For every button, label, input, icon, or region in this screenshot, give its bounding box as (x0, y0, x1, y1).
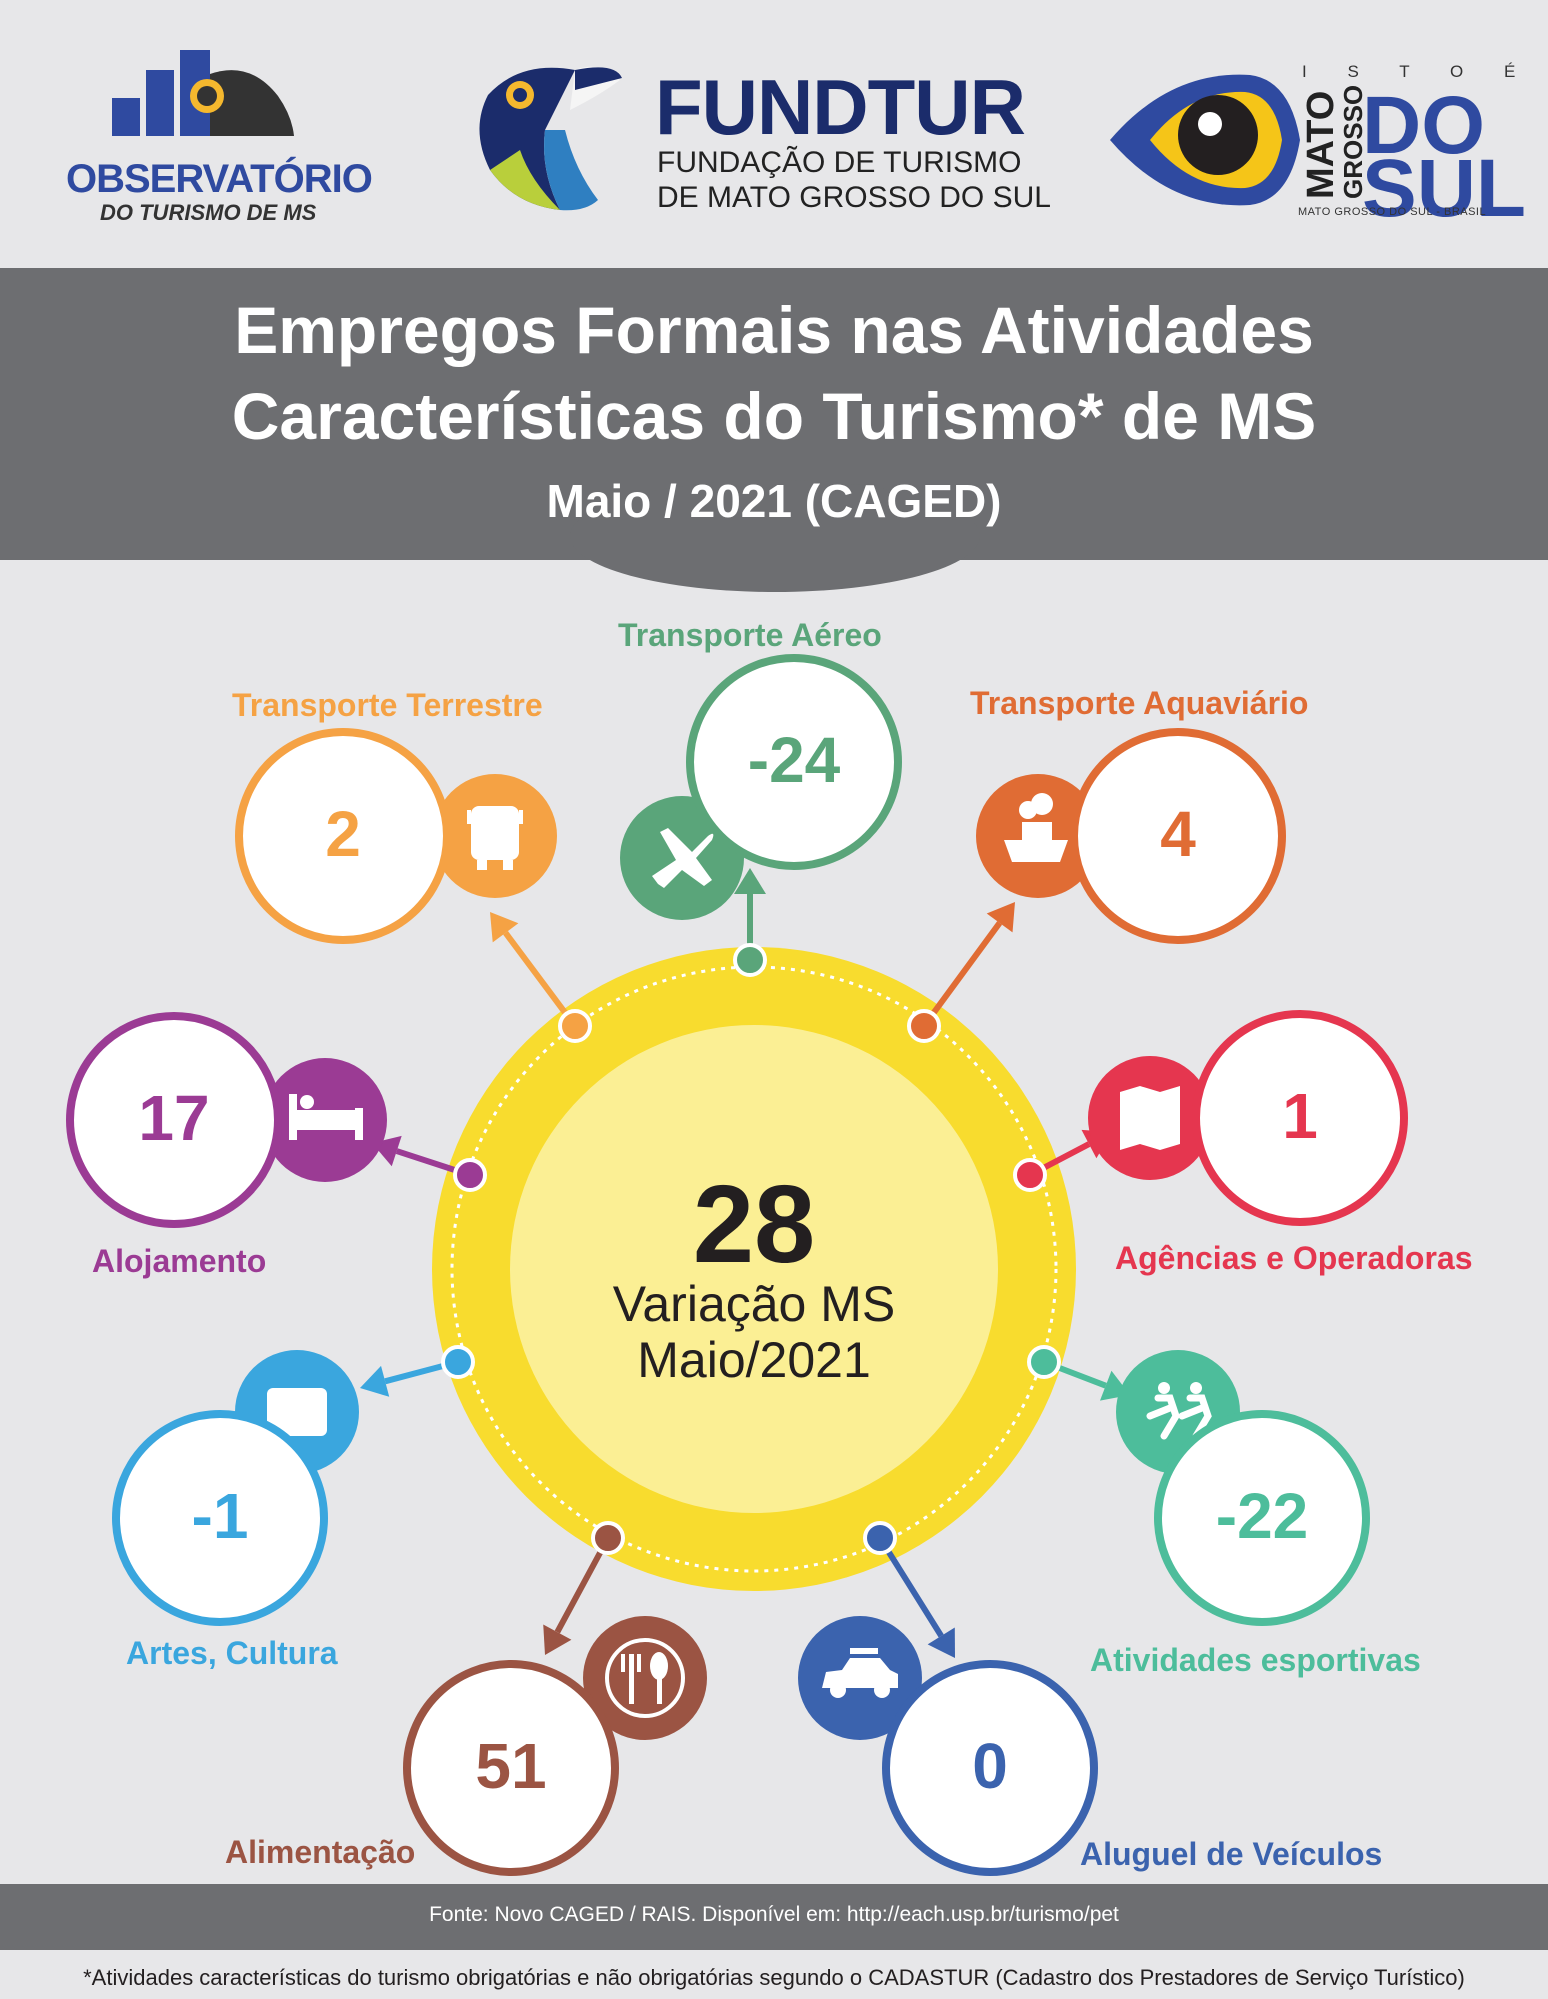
title-banner-tab (570, 480, 980, 592)
bubble-atividades-esportivas (1154, 1410, 1370, 1626)
label-artes-cultura: Artes, Cultura (126, 1635, 338, 1671)
ms-eye-logo-icon (1110, 74, 1300, 206)
connector-dot-transporte-aereo (733, 943, 767, 977)
ms-brand-mato: MATO (1300, 90, 1342, 199)
ship-icon (976, 774, 1100, 898)
connector-arrow-alimentacao (543, 1624, 572, 1655)
footnote-text: *Atividades características do turismo o… (83, 1965, 1465, 1990)
connector-dot-transporte-terrestre (558, 1009, 592, 1043)
connector-line-alimentacao (554, 1536, 611, 1634)
cutlery-icon (583, 1616, 707, 1740)
connector-arrow-artes-cultura (360, 1365, 390, 1397)
fundtur-subtitle-line1: FUNDAÇÃO DE TURISMO (657, 146, 1022, 179)
bubble-group (66, 654, 1408, 1876)
bubble-artes-cultura (112, 1410, 328, 1626)
center-label-line1: Variação MS (612, 1276, 896, 1332)
ms-brand-bottom: MATO GROSSO DO SUL - BRASIL (1298, 206, 1487, 218)
map-icon (1088, 1056, 1212, 1180)
bus-icon (433, 774, 557, 898)
bubble-alimentacao (403, 1660, 619, 1876)
page-subtitle: Maio / 2021 (CAGED) (546, 475, 1002, 527)
connector-dot-alimentacao (591, 1521, 625, 1555)
label-atividades-esportivas: Atividades esportivas (1090, 1642, 1421, 1678)
value-agencias-operadoras: 1 (1282, 1080, 1318, 1152)
connector-dot-transporte-aquaviario (907, 1009, 941, 1043)
connector-line-transporte-terrestre (503, 931, 578, 1028)
source-text: Fonte: Novo CAGED / RAIS. Disponível em:… (429, 1903, 1119, 1926)
page-title-line1: Empregos Formais nas Atividades (234, 293, 1314, 367)
bubble-transporte-aereo (686, 654, 902, 870)
bubble-transporte-aquaviario (1070, 728, 1286, 944)
value-atividades-esportivas: -22 (1215, 1480, 1309, 1552)
bubble-agencias-operadoras (1192, 1010, 1408, 1226)
connector-arrow-transporte-terrestre (490, 912, 519, 943)
label-alimentacao: Alimentação (225, 1834, 416, 1870)
bed-icon (263, 1058, 387, 1182)
bubble-alojamento (66, 1012, 282, 1228)
connector-line-aluguel-veiculos (877, 1536, 944, 1638)
center-label-line2: Maio/2021 (637, 1332, 871, 1388)
value-aluguel-veiculos: 0 (972, 1730, 1008, 1802)
connector-dot-aluguel-veiculos (863, 1521, 897, 1555)
observatorio-logo-icon (112, 50, 294, 136)
connector-line-transporte-aquaviario (921, 921, 1003, 1028)
page-title-line2: Características do Turismo* de MS (231, 379, 1317, 453)
connector-arrow-aluguel-veiculos (927, 1627, 955, 1658)
label-transporte-aereo: Transporte Aéreo (618, 617, 882, 653)
bubble-aluguel-veiculos (882, 1660, 1098, 1876)
connector-dot-alojamento (453, 1158, 487, 1192)
connector-arrow-transporte-aquaviario (986, 902, 1015, 933)
label-agencias-operadoras: Agências e Operadoras (1115, 1240, 1473, 1276)
connector-dot-agencias-operadoras (1013, 1158, 1047, 1192)
label-alojamento: Alojamento (92, 1243, 267, 1279)
ms-brand-do: DO (1362, 80, 1485, 171)
value-artes-cultura: -1 (191, 1480, 249, 1552)
label-aluguel-veiculos: Aluguel de Veículos (1080, 1836, 1383, 1872)
value-alimentacao: 51 (475, 1730, 547, 1802)
footer-bar (0, 1884, 1548, 1950)
connector-dot-atividades-esportivas (1027, 1345, 1061, 1379)
label-transporte-aquaviario: Transporte Aquaviário (970, 685, 1309, 721)
car-icon (798, 1616, 922, 1740)
value-transporte-terrestre: 2 (325, 798, 361, 870)
ms-brand-sul: SUL (1362, 143, 1526, 234)
value-transporte-aquaviario: 4 (1160, 798, 1196, 870)
fundtur-subtitle-line2: DE MATO GROSSO DO SUL (657, 181, 1051, 214)
fundtur-title: FUNDTUR (655, 63, 1026, 151)
label-transporte-terrestre: Transporte Terrestre (232, 687, 543, 723)
observatorio-title: OBSERVATÓRIO (66, 157, 373, 201)
connector-arrow-transporte-aereo (734, 868, 766, 894)
ms-brand-top: I S T O É (1302, 62, 1534, 81)
connector-dot-artes-cultura (441, 1345, 475, 1379)
observatorio-subtitle: DO TURISMO DE MS (100, 200, 317, 225)
value-alojamento: 17 (138, 1082, 210, 1154)
bubble-transporte-terrestre (235, 728, 451, 944)
center-total-value: 28 (692, 1163, 816, 1286)
center-disc (432, 947, 1076, 1591)
fundtur-toucan-icon (479, 66, 622, 211)
value-transporte-aereo: -24 (747, 724, 841, 796)
